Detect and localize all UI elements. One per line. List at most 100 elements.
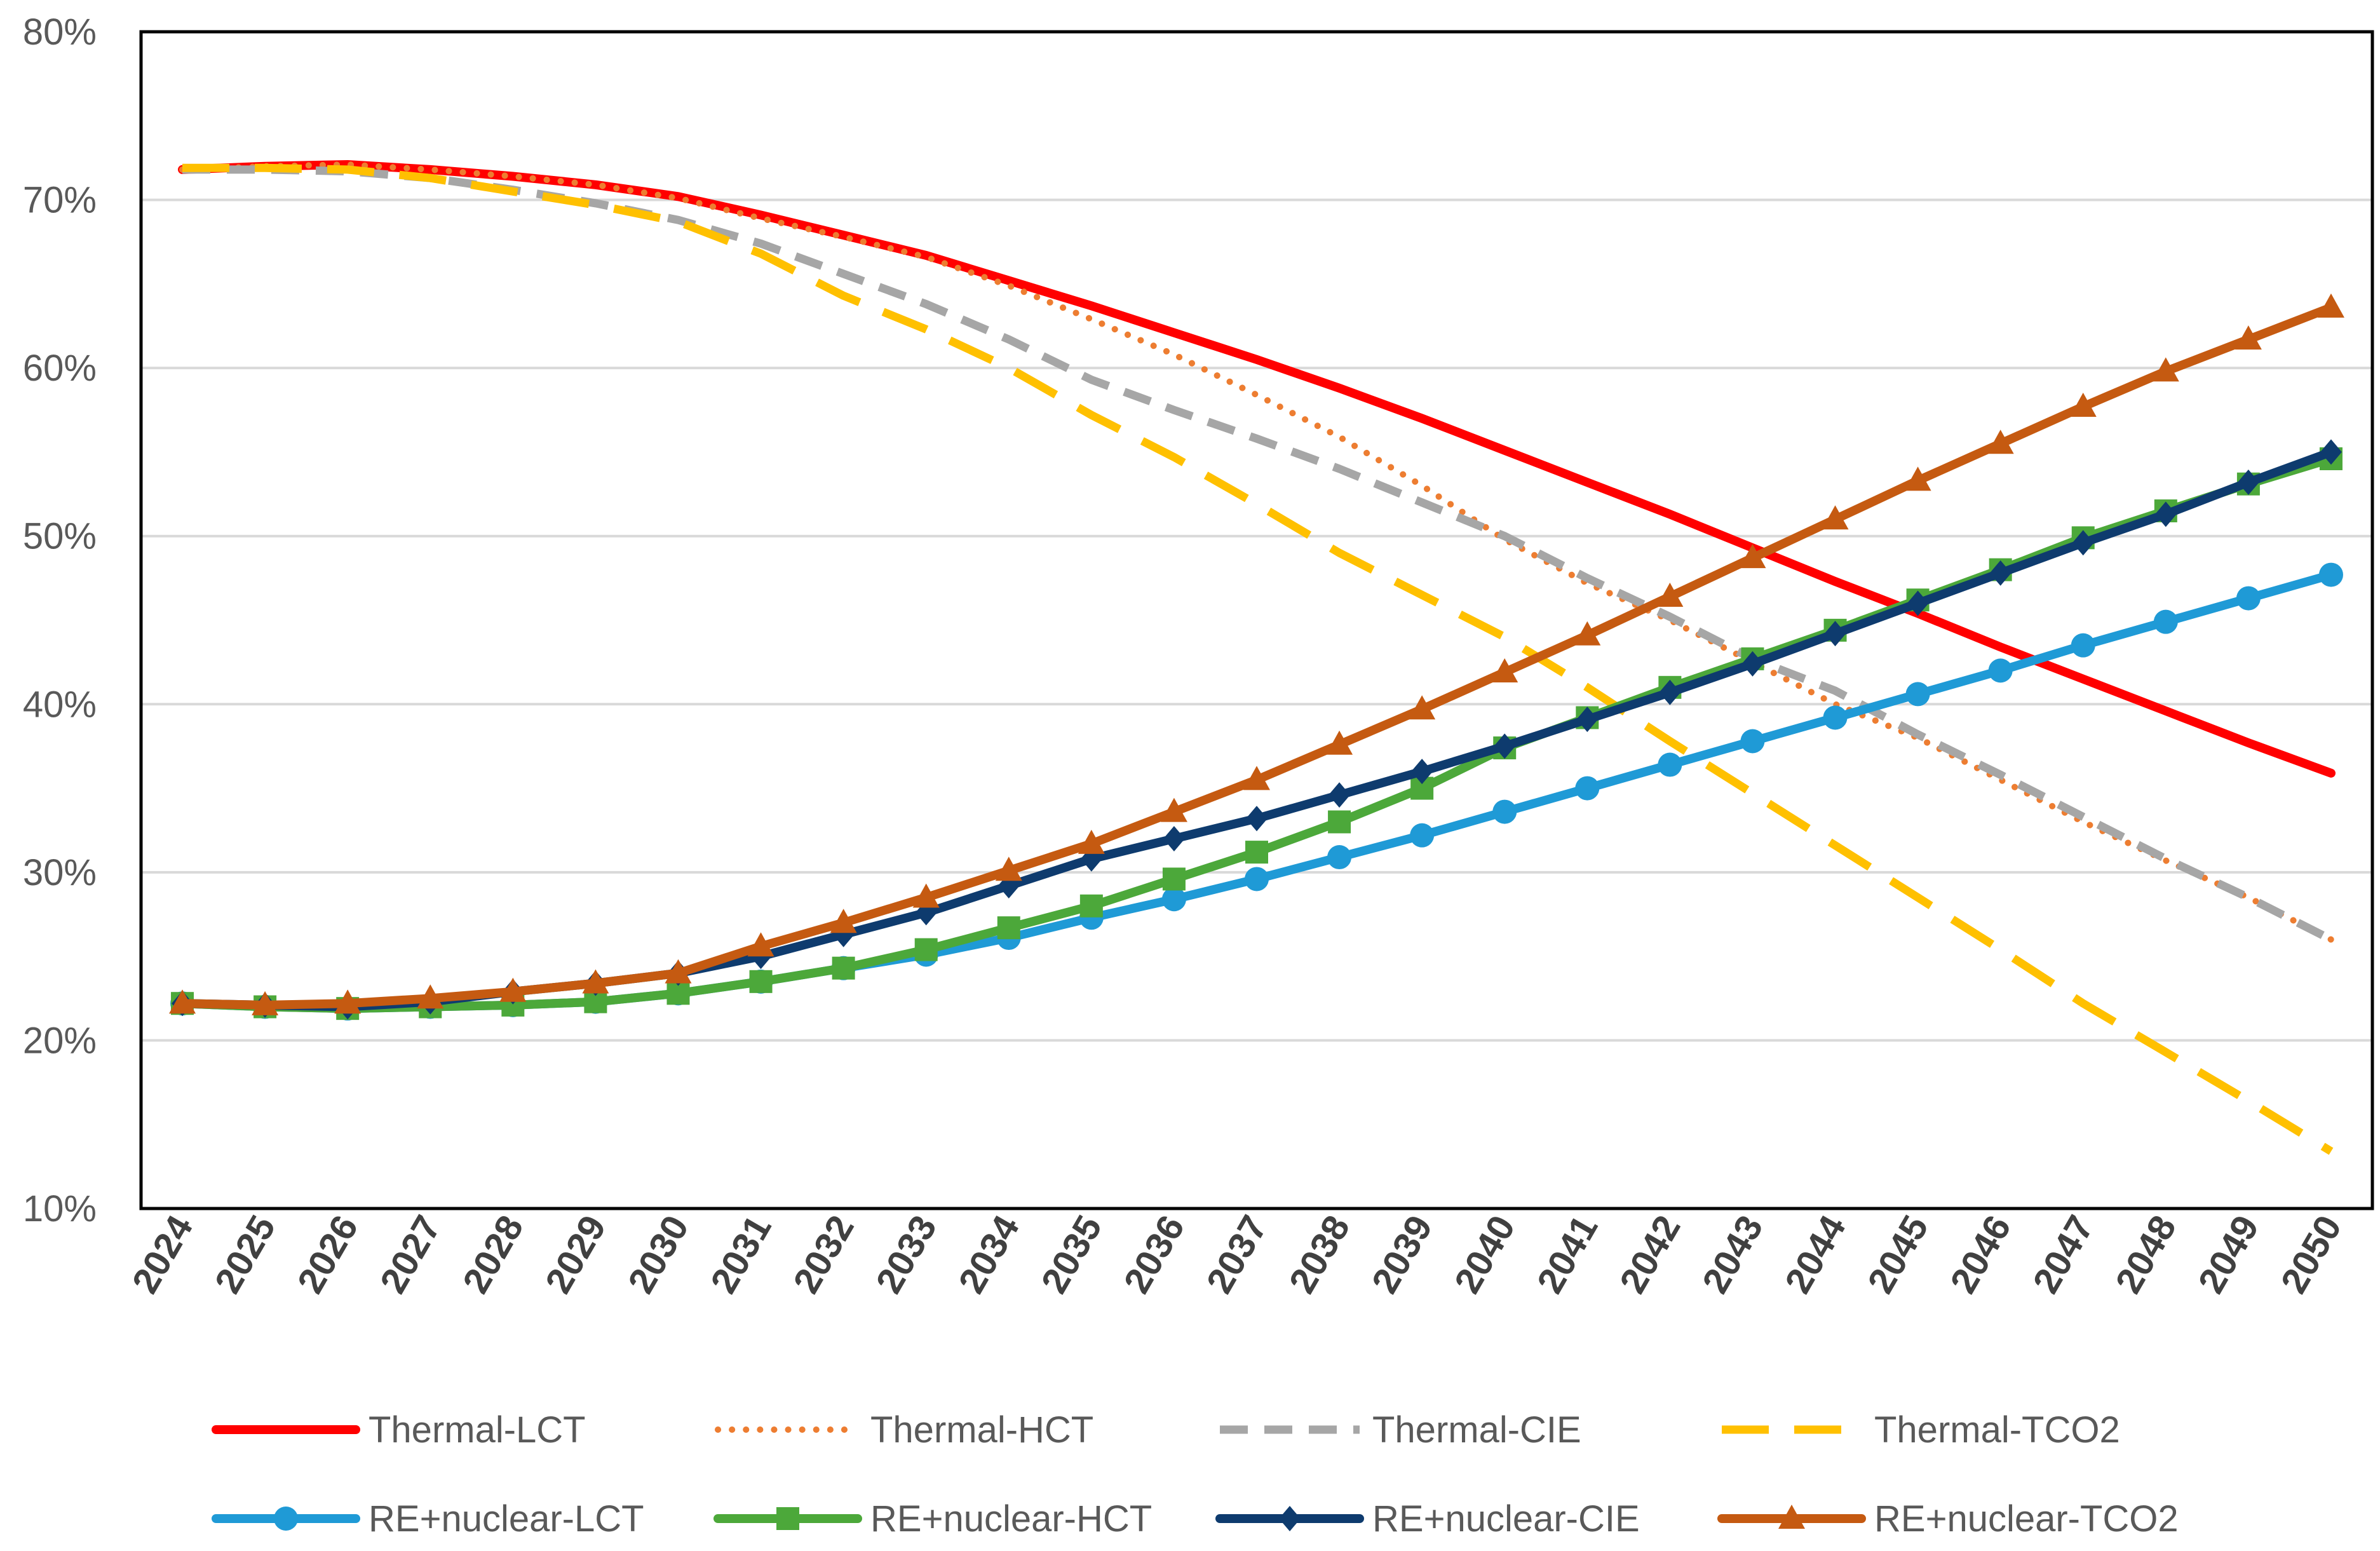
- legend-label-thermal-tco2: Thermal-TCO2: [1874, 1409, 2120, 1451]
- data-point-re-nuclear-hct: [832, 956, 855, 980]
- data-point-re-nuclear-tco2: [499, 977, 527, 1002]
- data-point-re-nuclear-hct: [1328, 810, 1351, 834]
- data-point-re-nuclear-tco2: [1160, 797, 1187, 822]
- data-point-re-nuclear-lct: [1410, 823, 1435, 848]
- data-point-re-nuclear-lct: [1161, 887, 1186, 912]
- legend-label-re-nuclear-cie: RE+nuclear-CIE: [1372, 1498, 1640, 1540]
- legend-marker-re-nuclear-tco2: [1778, 1505, 1805, 1529]
- data-point-re-nuclear-lct: [1245, 867, 1269, 891]
- data-point-re-nuclear-tco2: [830, 909, 857, 933]
- data-point-re-nuclear-cie: [2154, 501, 2177, 527]
- data-point-re-nuclear-lct: [2236, 586, 2261, 611]
- data-point-re-nuclear-lct: [1492, 799, 1517, 824]
- data-point-re-nuclear-cie: [1907, 590, 1929, 616]
- data-point-re-nuclear-tco2: [665, 959, 692, 984]
- legend-item-thermal-hct: Thermal-HCT: [715, 1409, 1093, 1451]
- data-point-re-nuclear-tco2: [1078, 829, 1105, 854]
- data-point-re-nuclear-tco2: [1326, 730, 1353, 755]
- data-point-re-nuclear-lct: [2318, 562, 2343, 587]
- legend-label-thermal-cie: Thermal-CIE: [1372, 1409, 1581, 1451]
- data-point-re-nuclear-tco2: [1574, 621, 1601, 646]
- data-point-re-nuclear-cie: [2072, 530, 2094, 556]
- series-thermal-tco2: [182, 163, 2334, 1155]
- data-point-re-nuclear-tco2: [1491, 658, 1518, 683]
- data-point-re-nuclear-tco2: [582, 969, 609, 994]
- y-tick-label: 60%: [23, 348, 97, 389]
- data-point-re-nuclear-cie: [1494, 733, 1516, 759]
- data-point-re-nuclear-cie: [2320, 439, 2342, 465]
- y-tick-label: 30%: [23, 852, 97, 893]
- data-point-re-nuclear-tco2: [2152, 357, 2179, 382]
- y-axis-tick-labels: 10% 20% 30% 40% 50% 60% 70% 80%: [23, 11, 97, 1229]
- legend-marker-re-nuclear-cie: [1279, 1506, 1301, 1531]
- data-point-re-nuclear-hct: [749, 970, 773, 993]
- series-re-nuclear-tco2: [169, 293, 2344, 1015]
- legend-item-thermal-lct: Thermal-LCT: [212, 1409, 586, 1451]
- data-point-re-nuclear-tco2: [995, 857, 1022, 881]
- series-layer: [169, 160, 2344, 1155]
- data-point-re-nuclear-tco2: [1739, 544, 1766, 569]
- legend-label-re-nuclear-lct: RE+nuclear-LCT: [368, 1498, 644, 1540]
- gridlines: [141, 198, 2372, 1042]
- data-point-re-nuclear-tco2: [1243, 766, 1270, 790]
- data-point-re-nuclear-cie: [1411, 759, 1433, 785]
- legend-marker-re-nuclear-hct: [776, 1507, 799, 1530]
- data-point-re-nuclear-tco2: [912, 883, 940, 908]
- legend-item-re-nuclear-cie: RE+nuclear-CIE: [1215, 1498, 1640, 1540]
- data-point-re-nuclear-cie: [1329, 782, 1351, 808]
- data-point-re-nuclear-cie: [1246, 806, 1268, 832]
- data-point-re-nuclear-lct: [1988, 658, 2013, 683]
- data-point-re-nuclear-lct: [1905, 682, 1930, 707]
- data-point-re-nuclear-lct: [1740, 729, 1765, 754]
- data-point-re-nuclear-tco2: [2235, 325, 2262, 350]
- legend-label-thermal-hct: Thermal-HCT: [870, 1409, 1093, 1451]
- data-point-re-nuclear-hct: [1079, 894, 1103, 918]
- data-point-re-nuclear-tco2: [1904, 466, 1931, 491]
- data-point-re-nuclear-tco2: [2069, 392, 2097, 417]
- data-point-re-nuclear-cie: [1163, 825, 1185, 851]
- legend-label-thermal-lct: Thermal-LCT: [368, 1409, 586, 1451]
- data-point-re-nuclear-tco2: [169, 989, 196, 1014]
- series-thermal-lct: [178, 160, 2336, 778]
- legend-label-re-nuclear-tco2: RE+nuclear-TCO2: [1874, 1498, 2179, 1540]
- data-point-re-nuclear-tco2: [1656, 582, 1684, 607]
- data-point-re-nuclear-lct: [2071, 633, 2095, 658]
- legend-item-re-nuclear-tco2: RE+nuclear-TCO2: [1717, 1498, 2179, 1540]
- series-line-thermal-lct: [178, 160, 2336, 778]
- data-point-re-nuclear-cie: [1989, 560, 2012, 586]
- y-tick-label: 10%: [23, 1188, 97, 1229]
- series-thermal-cie: [182, 165, 2333, 944]
- data-point-re-nuclear-lct: [2153, 609, 2178, 634]
- data-point-re-nuclear-lct: [1575, 776, 1600, 801]
- data-point-re-nuclear-cie: [1824, 621, 1846, 647]
- data-point-re-nuclear-tco2: [2317, 293, 2344, 318]
- data-point-re-nuclear-lct: [1658, 752, 1682, 777]
- series-line-thermal-tco2: [182, 163, 2334, 1155]
- y-tick-label: 80%: [23, 11, 97, 53]
- data-point-re-nuclear-cie: [1576, 707, 1599, 733]
- y-tick-label: 20%: [23, 1020, 97, 1061]
- legend-marker-re-nuclear-lct: [274, 1507, 298, 1531]
- series-line-thermal-cie: [182, 165, 2333, 944]
- data-point-re-nuclear-tco2: [252, 991, 279, 1015]
- data-point-re-nuclear-tco2: [1822, 505, 1849, 530]
- y-tick-label: 50%: [23, 516, 97, 557]
- plot-area-frame: [139, 30, 2374, 1210]
- legend-item-re-nuclear-lct: RE+nuclear-LCT: [212, 1498, 644, 1540]
- data-point-re-nuclear-cie: [1741, 651, 1764, 677]
- data-point-re-nuclear-hct: [997, 916, 1020, 940]
- data-point-re-nuclear-lct: [1327, 845, 1352, 870]
- data-point-re-nuclear-cie: [1659, 679, 1681, 705]
- data-point-re-nuclear-tco2: [334, 989, 362, 1014]
- series-line-thermal-hct: [179, 161, 2334, 943]
- data-point-re-nuclear-cie: [2237, 470, 2259, 496]
- data-point-re-nuclear-hct: [1162, 867, 1186, 891]
- series-thermal-hct: [179, 161, 2334, 943]
- y-tick-label: 70%: [23, 180, 97, 221]
- data-point-re-nuclear-lct: [1823, 705, 1848, 730]
- legend-label-re-nuclear-hct: RE+nuclear-HCT: [870, 1498, 1152, 1540]
- legend-item-thermal-tco2: Thermal-TCO2: [1722, 1409, 2120, 1451]
- y-tick-label: 40%: [23, 684, 97, 725]
